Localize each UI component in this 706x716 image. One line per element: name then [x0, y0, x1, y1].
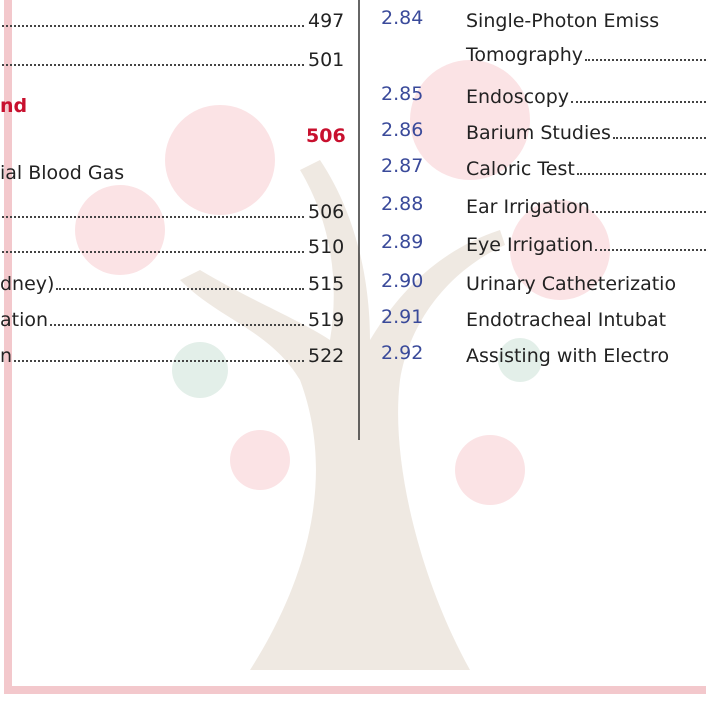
toc-entry: Eye Irrigation: [466, 230, 706, 256]
leader: [56, 288, 304, 290]
page-number: 501: [308, 49, 352, 71]
entry-number: 2.84: [381, 7, 461, 29]
entry-title: Assisting with Electro: [466, 345, 669, 367]
leader: [595, 249, 706, 251]
entry-title: n: [0, 345, 12, 367]
toc-entry: Tomography: [466, 40, 706, 66]
entry-number: 2.91: [381, 306, 461, 328]
entry-number: 2.92: [381, 342, 461, 364]
entry-title: ial Blood Gas: [0, 162, 124, 184]
toc-entry: Barium Studies: [466, 118, 706, 144]
leader: [2, 25, 304, 27]
leader: [2, 216, 304, 218]
entry-title: Endotracheal Intubat: [466, 309, 666, 331]
toc-entry: Single-Photon Emiss: [466, 6, 706, 32]
page-number: 522: [308, 345, 352, 367]
entry-number: 2.86: [381, 119, 461, 141]
leader: [571, 101, 706, 103]
entry-title: Endoscopy: [466, 86, 569, 108]
leader: [50, 324, 304, 326]
entry-title: Tomography: [466, 44, 583, 66]
toc-page: 497 501 ial Blood Gas 506 510 dney) 515 ation 51…: [0, 0, 706, 716]
toc-entry: dney) 515: [0, 269, 352, 295]
page-number: 510: [308, 236, 352, 258]
toc-entry: 510: [0, 232, 352, 258]
leaf: [230, 430, 290, 490]
entry-title: Caloric Test: [466, 158, 575, 180]
toc-entry: 501: [0, 45, 352, 71]
leaf: [455, 435, 525, 505]
section-page: 506: [306, 121, 346, 147]
entry-title: Urinary Catheterizatio: [466, 273, 676, 295]
page-number: 515: [308, 273, 352, 295]
toc-entry: Assisting with Electro: [466, 341, 706, 367]
entry-title: dney): [0, 273, 54, 295]
toc-entry: ial Blood Gas: [0, 158, 352, 184]
toc-entry: Endoscopy: [466, 82, 706, 108]
entry-number: 2.90: [381, 270, 461, 292]
leader: [2, 64, 304, 66]
toc-entry: Caloric Test: [466, 154, 706, 180]
toc-entry: Urinary Catheterizatio: [466, 269, 706, 295]
toc-entry: n 522: [0, 341, 352, 367]
leader: [577, 173, 706, 175]
toc-entry: 506: [0, 197, 352, 223]
toc-entry: Ear Irrigation: [466, 192, 706, 218]
section-title: nd: [0, 91, 27, 117]
leader: [613, 137, 706, 139]
entry-title: Eye Irrigation: [466, 234, 593, 256]
toc-entry: 497: [0, 6, 352, 32]
entry-title: Ear Irrigation: [466, 196, 590, 218]
page-number: 519: [308, 309, 352, 331]
entry-number: 2.88: [381, 193, 461, 215]
leader: [14, 360, 304, 362]
page-number: 506: [308, 201, 352, 223]
toc-entry: ation 519: [0, 305, 352, 331]
toc-entry: Endotracheal Intubat: [466, 305, 706, 331]
entry-number: 2.85: [381, 83, 461, 105]
page-number: 497: [308, 10, 352, 32]
leader: [585, 59, 706, 61]
entry-title: ation: [0, 309, 48, 331]
entry-number: 2.87: [381, 155, 461, 177]
leader: [2, 251, 304, 253]
entry-title: Barium Studies: [466, 122, 611, 144]
leader: [592, 211, 706, 213]
entry-number: 2.89: [381, 231, 461, 253]
entry-title: Single-Photon Emiss: [466, 10, 659, 32]
